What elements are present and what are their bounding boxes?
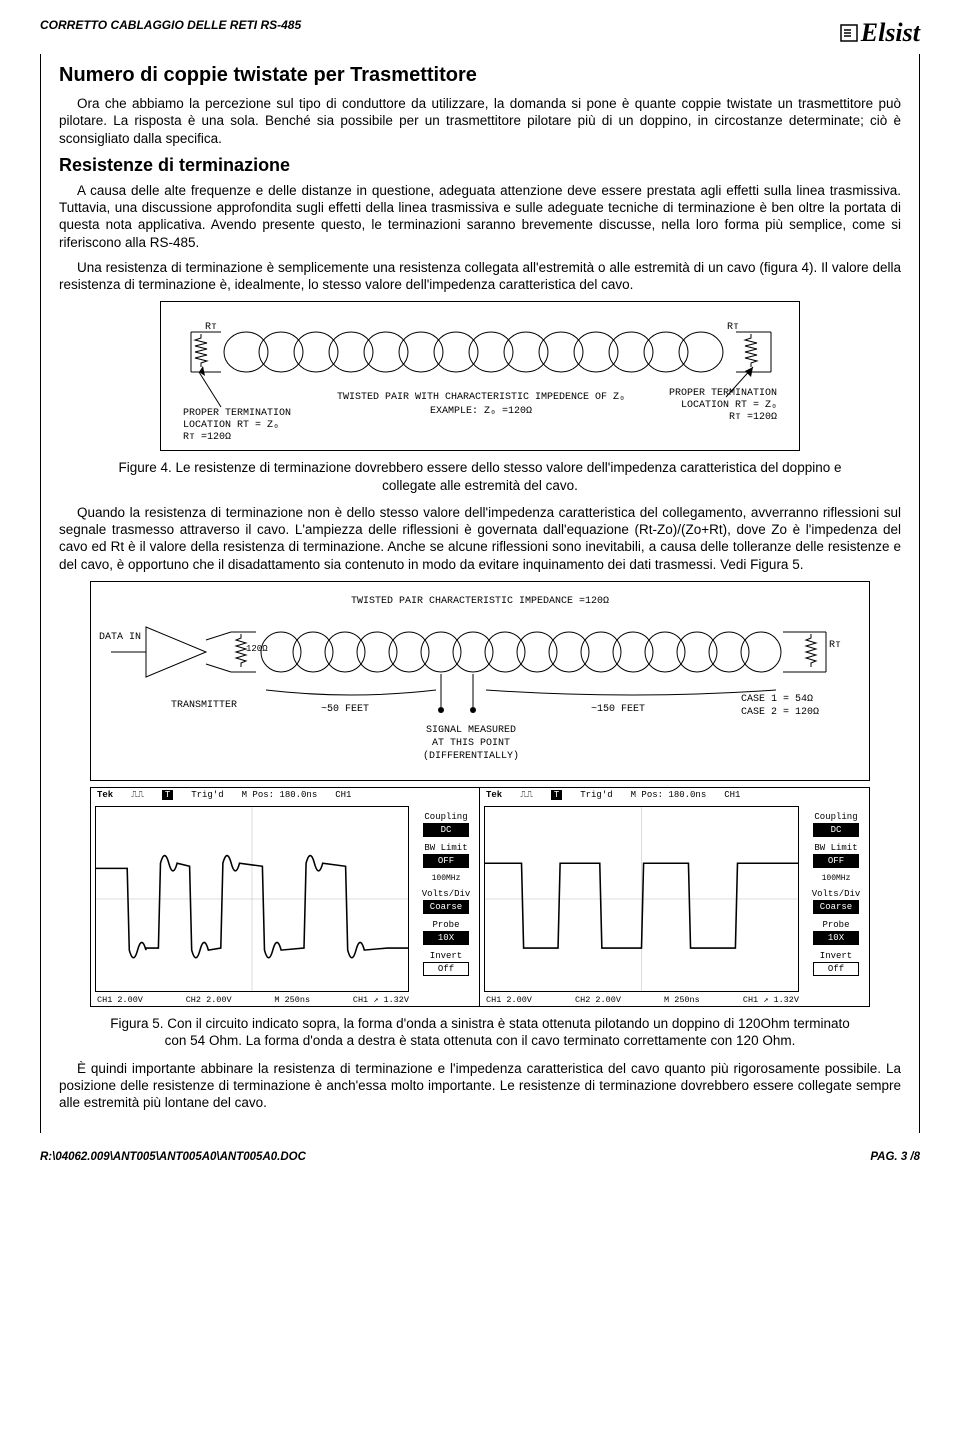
- figure-5-scopes: Tek ⎍⎍ T Trig'd M Pos: 180.0ns CH1: [90, 787, 870, 1007]
- figure-5-circuit: TWISTED PAIR CHARACTERISTIC IMPEDANCE =1…: [90, 581, 870, 781]
- scope-probe: Probe: [417, 920, 475, 930]
- scope-trig2: Trig'd: [580, 790, 612, 800]
- scope-bw2: BW Limit: [807, 843, 865, 853]
- scope-b1: CH1 2.00V: [97, 995, 143, 1005]
- fig4-center-bot: EXAMPLE: Z₀ =120Ω: [301, 406, 661, 417]
- fig4-right-t3: Rᴛ =120Ω: [729, 412, 777, 423]
- footer-page: PAG. 3 /8: [870, 1151, 920, 1163]
- scope-brand: Tek: [97, 790, 113, 800]
- scope-bw: BW Limit: [417, 843, 475, 853]
- scope-ch1: CH1: [335, 790, 351, 800]
- scope-invert: Invert: [417, 951, 475, 961]
- fig5-imp: 120Ω: [246, 644, 268, 654]
- scope-vdiv2: Volts/Div: [807, 889, 865, 899]
- section1-p1: Ora che abbiamo la percezione sul tipo d…: [59, 95, 901, 147]
- section2-heading: Resistenze di terminazione: [59, 155, 901, 176]
- fig5-d2: ~150 FEET: [591, 704, 645, 715]
- section2-p2: Una resistenza di terminazione è semplic…: [59, 259, 901, 294]
- scope-off: OFF: [423, 854, 469, 868]
- scope-vdiv: Volts/Div: [417, 889, 475, 899]
- fig5-tx: TRANSMITTER: [171, 700, 237, 711]
- brand-logo: Elsist: [839, 18, 920, 48]
- scope-mhz2: 100MHz: [807, 874, 865, 883]
- scope-b4b: CH1 ↗ 1.32V: [743, 995, 799, 1005]
- scope-brand2: Tek: [486, 790, 502, 800]
- fig4-rt-left: Rᴛ: [205, 322, 217, 333]
- scope-10x: 10X: [423, 931, 469, 945]
- fig4-left-t1: PROPER TERMINATION: [183, 408, 291, 419]
- figure-4: Rᴛ Rᴛ TWISTED PAIR WITH CHARACTERISTIC I…: [160, 301, 800, 451]
- scope-coarse2: Coarse: [813, 900, 859, 914]
- fig4-rt-right: Rᴛ: [727, 322, 739, 333]
- fig5-c2: CASE 2 = 120Ω: [741, 707, 819, 718]
- scope-coarse: Coarse: [423, 900, 469, 914]
- scope-ioff2: Off: [813, 962, 859, 976]
- scope-ioff: Off: [423, 962, 469, 976]
- scope-b2: CH2 2.00V: [186, 995, 232, 1005]
- fig5-rt: Rᴛ: [829, 640, 841, 651]
- scope-b3b: M 250ns: [664, 995, 700, 1005]
- scope-mpos: M Pos: 180.0ns: [242, 790, 318, 800]
- fig5-datain: DATA IN: [99, 632, 141, 643]
- figure4-caption: Figure 4. Le resistenze di terminazione …: [99, 459, 861, 494]
- scope-10x2: 10X: [813, 931, 859, 945]
- scope-dc: DC: [423, 823, 469, 837]
- footer-path: R:\04062.009\ANT005\ANT005A0\ANT005A0.DO…: [40, 1151, 306, 1163]
- scope-b3: M 250ns: [274, 995, 310, 1005]
- fig4-left-t2: LOCATION RT = Z₀: [183, 420, 279, 431]
- scope-coupling: Coupling: [417, 812, 475, 822]
- fig4-right-t2: LOCATION RT = Z₀: [681, 400, 777, 411]
- scope-mpos2: M Pos: 180.0ns: [631, 790, 707, 800]
- scope-mhz: 100MHz: [417, 874, 475, 883]
- scope-probe2: Probe: [807, 920, 865, 930]
- scope-trig: Trig'd: [191, 790, 223, 800]
- section2-p3: Quando la resistenza di terminazione non…: [59, 504, 901, 573]
- fig5-title: TWISTED PAIR CHARACTERISTIC IMPEDANCE =1…: [351, 596, 609, 607]
- scope-b4: CH1 ↗ 1.32V: [353, 995, 409, 1005]
- fig5-s1: SIGNAL MEASURED: [411, 725, 531, 736]
- scope-ch1b: CH1: [724, 790, 740, 800]
- scope-invert2: Invert: [807, 951, 865, 961]
- doc-header-title: CORRETTO CABLAGGIO DELLE RETI RS-485: [40, 18, 301, 32]
- scope-b1b: CH1 2.00V: [486, 995, 532, 1005]
- section2-p4: È quindi importante abbinare la resisten…: [59, 1060, 901, 1112]
- fig5-c1: CASE 1 = 54Ω: [741, 694, 813, 705]
- fig5-s3: (DIFFERENTIALLY): [411, 751, 531, 762]
- fig5-s2: AT THIS POINT: [411, 738, 531, 749]
- fig4-right-t1: PROPER TERMINATION: [669, 388, 777, 399]
- fig4-left-t3: Rᴛ =120Ω: [183, 432, 231, 443]
- scope-coupling2: Coupling: [807, 812, 865, 822]
- section2-p1: A causa delle alte frequenze e delle dis…: [59, 182, 901, 251]
- figure5-caption: Figura 5. Con il circuito indicato sopra…: [99, 1015, 861, 1050]
- scope-b2b: CH2 2.00V: [575, 995, 621, 1005]
- page-content: Numero di coppie twistate per Trasmettit…: [40, 54, 920, 1133]
- scope-off2: OFF: [813, 854, 859, 868]
- section1-heading: Numero di coppie twistate per Trasmettit…: [59, 64, 901, 87]
- fig4-center-top: TWISTED PAIR WITH CHARACTERISTIC IMPEDEN…: [301, 392, 661, 403]
- scope-dc2: DC: [813, 823, 859, 837]
- fig5-d1: ~50 FEET: [321, 704, 369, 715]
